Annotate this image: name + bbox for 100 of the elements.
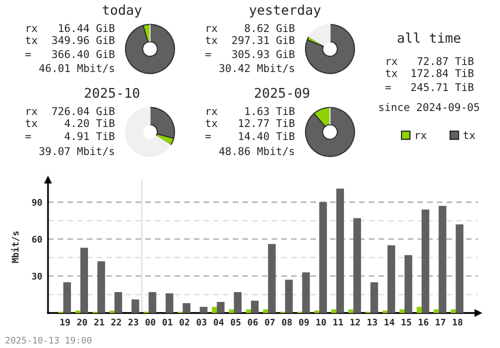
donut-slice (308, 24, 331, 46)
chart-title: 2025-10 (84, 88, 140, 98)
text: = (25, 135, 31, 138)
y-tick-label: 90 (32, 198, 42, 206)
text: tx (386, 70, 398, 77)
x-tick-label: 12 (350, 318, 360, 326)
text: 297.31 GiB (232, 36, 295, 44)
text: = (205, 135, 211, 138)
bar (370, 282, 378, 313)
bar (400, 309, 405, 313)
text: 72.87 TiB (418, 56, 474, 66)
x-tick-label: 18 (452, 318, 462, 326)
x-tick-label: 07 (264, 318, 275, 326)
text: rx (206, 26, 218, 32)
donut-slice (304, 106, 356, 158)
text: 245.71 TiB (411, 82, 474, 92)
chart-title: yesterday (250, 4, 321, 18)
x-tick-label: 19 (60, 318, 70, 326)
bar (63, 282, 71, 313)
x-tick-label: 16 (418, 318, 428, 326)
y-tick-label: 30 (32, 272, 42, 280)
text: all time (398, 32, 460, 43)
x-tick-label: 13 (368, 318, 378, 326)
text: 46.01 Mbit/s (39, 64, 114, 73)
text: 48.86 Mbit/s (219, 146, 294, 156)
x-tick-label: 06 (248, 318, 258, 326)
x-tick-label: 01 (162, 318, 172, 326)
bar (438, 206, 446, 313)
bar (148, 292, 156, 313)
x-tick-label: 15 (402, 318, 412, 326)
legend-label: rx (416, 133, 426, 139)
chart-title: today (102, 4, 142, 18)
bar (422, 210, 430, 313)
bar (434, 309, 439, 313)
text: 30.42 Mbit/s (219, 64, 294, 73)
text: rx (26, 26, 38, 32)
text: 8.62 GiB (244, 24, 295, 32)
text: tx (206, 120, 218, 127)
bar (268, 244, 276, 313)
x-tick-label: 05 (230, 318, 241, 326)
text: rx (386, 59, 398, 65)
bar (263, 309, 268, 313)
bar (228, 309, 234, 313)
text: 172.84 TiB (412, 68, 474, 78)
text: 4.20 TiB (64, 118, 115, 128)
bar (302, 272, 310, 313)
donut-slice (304, 24, 356, 74)
y-tick-label: 60 (32, 236, 42, 243)
bar (353, 218, 362, 313)
text: 4.91 TiB (64, 132, 115, 140)
text: tx (26, 36, 38, 44)
bar (404, 255, 412, 313)
text: tx (206, 36, 218, 44)
text: 305.93 GiB (232, 50, 295, 58)
x-tick-label: 03 (196, 318, 206, 326)
x-tick-label: 04 (214, 318, 224, 326)
bar (234, 292, 242, 313)
text: rx (206, 109, 218, 115)
x-tick-label: 23 (128, 318, 138, 326)
bar (416, 306, 422, 313)
bar (166, 293, 174, 313)
bar (456, 224, 464, 313)
x-tick-label: 02 (180, 318, 190, 326)
x-tick-label: 10 (316, 318, 326, 326)
x-tick-label: 00 (145, 318, 156, 326)
text: 366.40 GiB (52, 50, 115, 58)
bar (336, 188, 344, 313)
x-tick-label: 21 (94, 318, 104, 326)
bar (216, 302, 225, 313)
bar (132, 299, 140, 313)
x-tick-label: 08 (282, 318, 292, 326)
text: = (205, 53, 211, 56)
bar (387, 245, 396, 313)
donut-slice (124, 106, 172, 158)
bar (212, 306, 217, 313)
bar (348, 309, 354, 313)
bar (200, 306, 208, 313)
text: 2025-10-13 19:00 (6, 336, 92, 344)
bar (285, 280, 293, 313)
text: 12.77 TiB (239, 118, 295, 127)
x-tick-label: 09 (299, 318, 309, 326)
x-tick-label: 17 (436, 318, 446, 326)
text: 16.44 GiB (59, 24, 115, 32)
text: 14.40 TiB (239, 132, 295, 140)
text: = (25, 53, 31, 56)
bar (250, 300, 259, 313)
text: since 2024-09-05 (379, 102, 479, 112)
bar (182, 303, 190, 313)
x-tick-label: 11 (333, 318, 344, 326)
text: rx (26, 109, 38, 115)
bar (246, 309, 251, 313)
text: 349.96 GiB (52, 36, 115, 44)
text: 39.07 Mbit/s (39, 146, 114, 156)
text: 726.04 GiB (52, 106, 115, 116)
bar (97, 261, 106, 313)
text: tx (26, 120, 38, 127)
text: 1.63 TiB (245, 106, 295, 116)
chart-title: 2025-09 (254, 88, 310, 98)
legend-label: tx (463, 132, 476, 139)
text: = (385, 86, 391, 90)
